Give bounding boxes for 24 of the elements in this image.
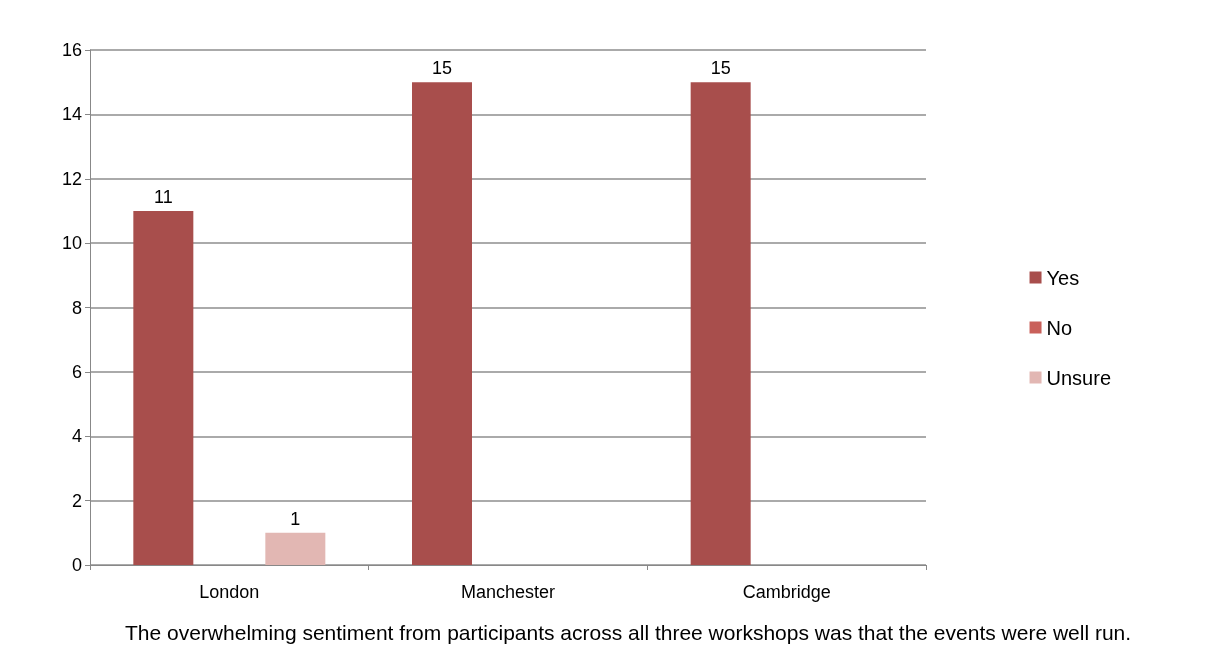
y-tick-label: 0 — [71, 555, 82, 575]
text: The overwhelming sentiment from participants across all three workshops was that the events were well run. — [125, 621, 1132, 644]
y-tick-label: 12 — [61, 168, 82, 189]
bar — [412, 82, 472, 565]
y-tick-label: 6 — [71, 361, 82, 382]
bar — [265, 532, 326, 565]
x-tick-label: Cambridge — [742, 582, 831, 602]
y-tick-label: 8 — [71, 297, 82, 318]
legend-label: No — [1046, 316, 1073, 339]
y-tick-label: 10 — [61, 233, 82, 254]
data-label: 1 — [290, 508, 301, 529]
x-tick-label: London — [199, 582, 260, 602]
bar — [133, 210, 194, 565]
data-label: 15 — [710, 58, 731, 79]
legend-label: Unsure — [1046, 366, 1112, 389]
data-label: 11 — [153, 186, 173, 207]
y-tick-label: 16 — [61, 40, 82, 60]
y-tick-label: 14 — [61, 104, 82, 125]
legend-label: Yes — [1046, 266, 1080, 289]
x-tick-label: Manchester — [460, 582, 556, 602]
data-label: 15 — [431, 58, 453, 79]
y-tick-label: 2 — [71, 490, 82, 511]
y-tick-label: 4 — [71, 426, 82, 447]
bar — [690, 82, 751, 565]
